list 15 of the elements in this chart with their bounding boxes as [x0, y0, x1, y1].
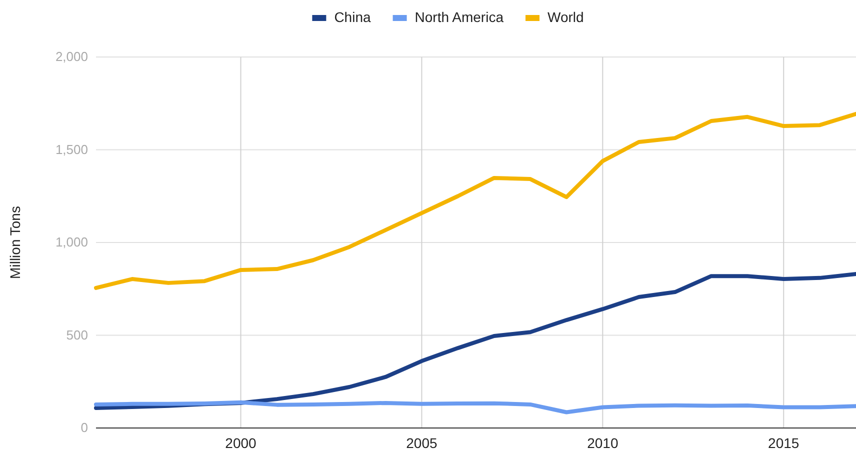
y-axis-title: Million Tons — [7, 206, 23, 279]
y-tick-label: 0 — [80, 420, 88, 436]
x-tick-label: 2000 — [225, 434, 257, 451]
y-tick-label: 1,000 — [55, 234, 88, 250]
legend-label: World — [547, 9, 584, 25]
line-series — [94, 112, 856, 290]
x-tick-label: 2010 — [587, 434, 618, 451]
x-tick-label: 2015 — [768, 434, 800, 451]
y-tick-label: 2,000 — [55, 49, 88, 64]
y-tick-label: 500 — [66, 327, 88, 342]
y-tick-label: 1,500 — [55, 142, 88, 157]
line-series — [94, 400, 856, 414]
x-tick-label: 2005 — [406, 434, 438, 451]
legend-label: North America — [414, 9, 504, 25]
legend-label: China — [334, 9, 371, 25]
